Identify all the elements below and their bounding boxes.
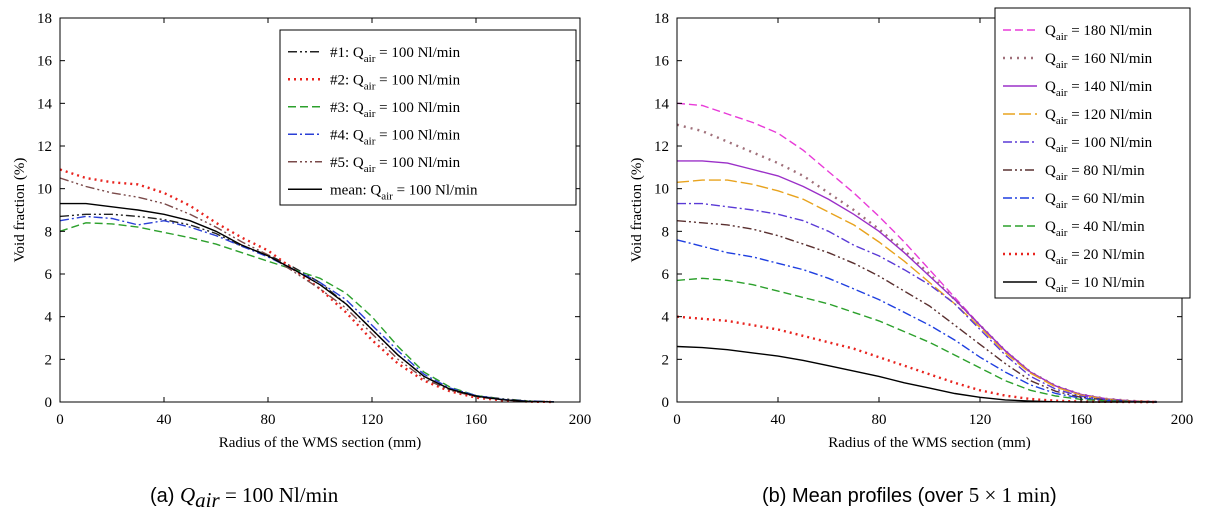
- series-line-7: [676, 239, 1157, 403]
- y-tick-label: 14: [37, 96, 53, 112]
- series-line-4: [676, 179, 1157, 403]
- x-tick-label: 40: [771, 412, 786, 428]
- series-line-4: [59, 215, 555, 403]
- y-tick-label: 16: [654, 54, 670, 70]
- chart-panel-b: 0 40 80 120 160 200 0 2 4 6 8 10 12 14 16 18 Radius of t…: [629, 7, 1194, 507]
- legend-entry: #2: Qair = 100 Nl/min: [330, 72, 461, 92]
- y-tick-label: 14: [654, 96, 670, 112]
- series-line-5: [59, 177, 555, 403]
- x-axis-label: Radius of the WMS section (mm): [828, 435, 1031, 451]
- series-line-10: [676, 345, 1157, 403]
- legend-entry: Qair = 180 Nl/min: [1045, 23, 1153, 43]
- y-tick-label: 4: [662, 310, 670, 326]
- y-tick-label: 6: [45, 267, 53, 283]
- figure-caption: (b) Mean profiles (over 5 × 1 min): [762, 483, 1057, 507]
- y-tick-label: 0: [662, 395, 670, 411]
- legend-entry: Qair = 120 Nl/min: [1045, 107, 1153, 127]
- plot-frame: [59, 17, 581, 403]
- legend-entry: #4: Qair = 100 Nl/min: [330, 127, 461, 147]
- y-tick-label: 2: [662, 352, 670, 368]
- legend-entry: Qair = 40 Nl/min: [1045, 219, 1145, 239]
- legend-entry: mean: Qair = 100 Nl/min: [330, 182, 478, 202]
- x-tick-label: 120: [361, 412, 384, 428]
- y-tick-label: 0: [45, 395, 53, 411]
- legend-entry: Qair = 100 Nl/min: [1045, 135, 1153, 155]
- y-axis-label: Void fraction (%): [12, 158, 28, 263]
- y-tick-label: 8: [45, 224, 53, 240]
- x-axis-label: Radius of the WMS section (mm): [219, 435, 422, 451]
- x-tick-label: 160: [465, 412, 488, 428]
- series-line-2: [676, 123, 1157, 403]
- legend-entry: Qair = 80 Nl/min: [1045, 163, 1145, 183]
- series-line-9: [676, 315, 1157, 404]
- legend-entry: Qair = 160 Nl/min: [1045, 51, 1153, 71]
- y-tick-label: 18: [654, 11, 669, 27]
- legend-entry: Qair = 140 Nl/min: [1045, 79, 1153, 99]
- legend-entry: #5: Qair = 100 Nl/min: [330, 155, 461, 175]
- legend-box: [994, 7, 1191, 299]
- figure-caption: (a) Qair = 100 Nl/min: [150, 483, 339, 512]
- series-line-1: [59, 213, 555, 403]
- x-tick-label: 200: [1171, 412, 1194, 428]
- legend-box: [279, 29, 577, 206]
- y-tick-label: 6: [662, 267, 670, 283]
- legend-entry: Qair = 10 Nl/min: [1045, 275, 1145, 295]
- x-tick-label: 80: [872, 412, 887, 428]
- chart-panel-a: 0 40 80 120 160 200 0 2 4 6 8 10 12 14 16 18 Radius of t…: [12, 11, 591, 512]
- x-tick-label: 40: [157, 412, 172, 428]
- legend: Qair = 180 Nl/min Qair = 160 Nl/min Qair =…: [994, 7, 1191, 299]
- y-tick-label: 12: [654, 139, 669, 155]
- y-tick-label: 12: [37, 139, 52, 155]
- y-tick-label: 16: [37, 54, 53, 70]
- y-tick-label: 18: [37, 11, 52, 27]
- x-tick-label: 200: [569, 412, 592, 428]
- y-tick-label: 8: [662, 224, 670, 240]
- y-tick-label: 2: [45, 352, 53, 368]
- x-tick-label: 80: [261, 412, 276, 428]
- series-line-6: [676, 220, 1157, 403]
- y-axis-label: Void fraction (%): [629, 158, 645, 263]
- series-line-8: [676, 277, 1157, 403]
- series-line-2: [59, 168, 555, 404]
- x-tick-label: 0: [673, 412, 681, 428]
- series-line-3: [59, 222, 555, 403]
- x-tick-label: 160: [1070, 412, 1093, 428]
- legend-entry: #1: Qair = 100 Nl/min: [330, 45, 461, 65]
- series-line-6: [60, 202, 555, 403]
- legend-entry: Qair = 60 Nl/min: [1045, 191, 1145, 211]
- y-tick-label: 10: [654, 182, 669, 198]
- y-tick-label: 4: [45, 310, 53, 326]
- legend-entry: #3: Qair = 100 Nl/min: [330, 100, 461, 120]
- series-line-5: [677, 202, 1157, 403]
- legend: #1: Qair = 100 Nl/min #2: Qair = 100 Nl/m…: [279, 29, 577, 206]
- x-tick-label: 0: [56, 412, 64, 428]
- x-tick-label: 120: [969, 412, 992, 428]
- series-line-3: [677, 160, 1157, 403]
- legend-entry: Qair = 20 Nl/min: [1045, 247, 1145, 267]
- y-tick-label: 10: [37, 182, 52, 198]
